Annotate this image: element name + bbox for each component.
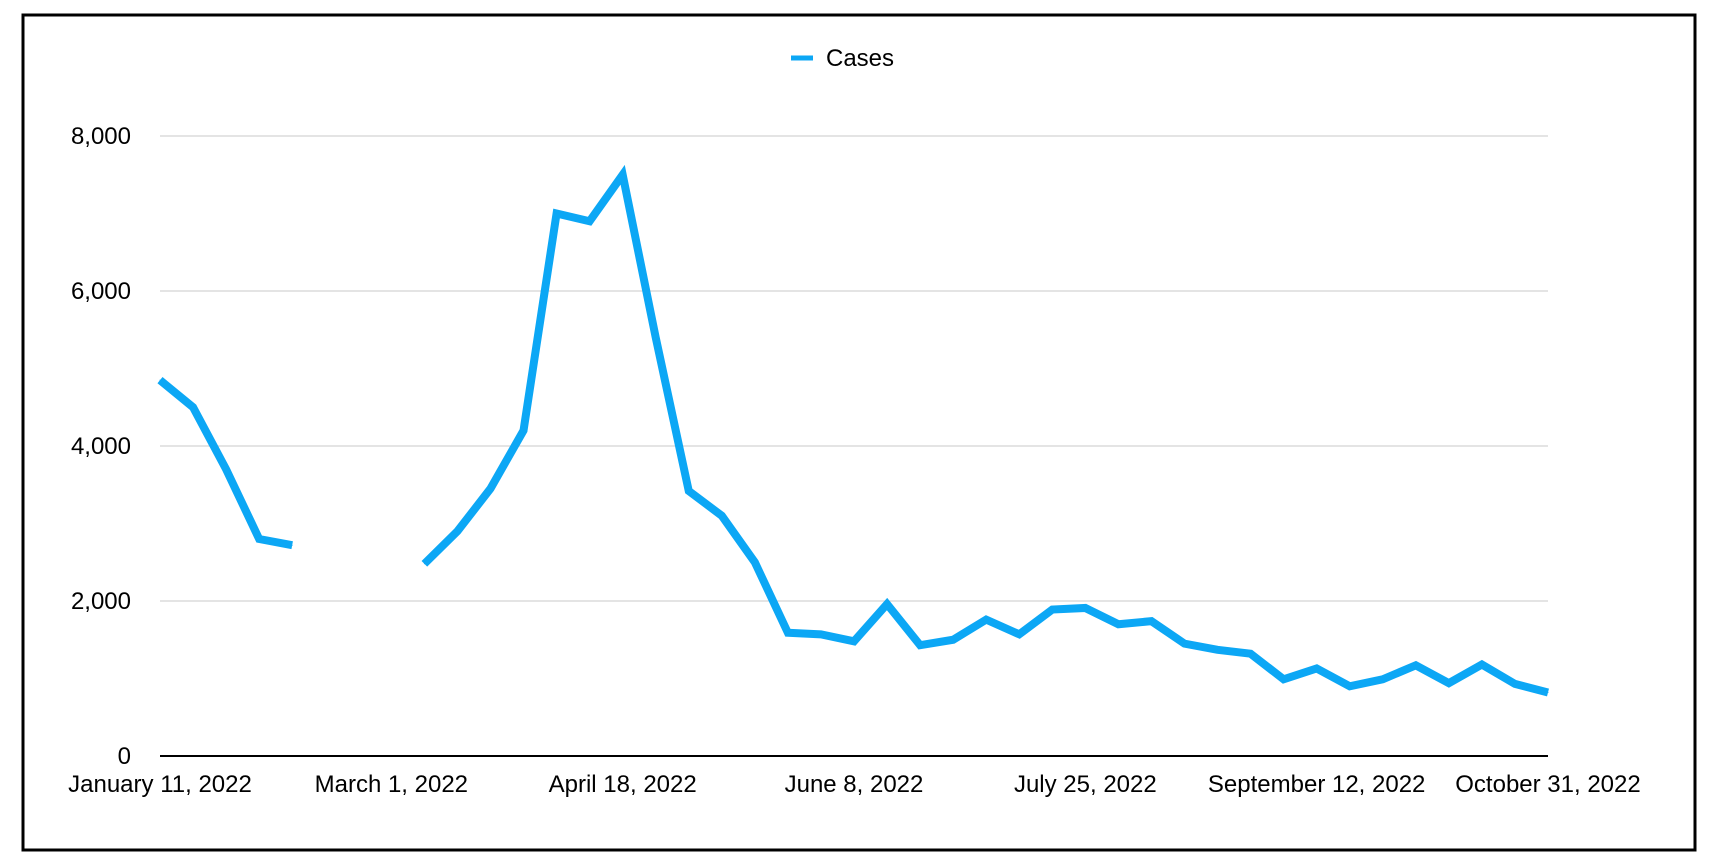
data-point — [1349, 685, 1351, 687]
data-point — [688, 490, 690, 492]
data-point — [1183, 643, 1185, 645]
data-point — [1051, 609, 1053, 611]
grid-lines — [160, 135, 1548, 602]
y-tick-label: 6,000 — [71, 278, 131, 305]
data-point — [258, 538, 260, 540]
data-point — [787, 632, 789, 634]
data-point — [886, 603, 888, 605]
data-point — [456, 530, 458, 532]
data-point — [523, 430, 525, 431]
data-point — [1018, 633, 1020, 635]
data-point — [1283, 678, 1285, 680]
data-point — [192, 406, 194, 408]
x-tick-label: March 1, 2022 — [315, 771, 468, 798]
data-point — [1514, 683, 1516, 685]
y-tick-label: 8,000 — [71, 123, 131, 150]
x-tick-label: April 18, 2022 — [549, 771, 697, 798]
legend: Cases — [791, 45, 894, 72]
data-point — [853, 640, 855, 642]
data-point — [820, 633, 822, 635]
data-point — [1117, 623, 1119, 625]
data-point — [225, 468, 227, 470]
x-tick-label: October 31, 2022 — [1455, 771, 1640, 798]
legend-label-cases: Cases — [826, 45, 894, 72]
data-point — [556, 213, 558, 214]
data-point — [919, 644, 921, 646]
data-point — [1382, 678, 1384, 680]
data-point — [721, 515, 723, 517]
data-point — [1448, 682, 1450, 684]
y-tick-label: 0 — [118, 743, 131, 770]
data-point — [985, 619, 987, 621]
chart-frame — [21, 13, 1697, 852]
y-tick-label: 2,000 — [71, 588, 131, 615]
data-point — [952, 639, 954, 641]
data-point — [1250, 653, 1252, 655]
data-point — [159, 379, 161, 381]
data-point — [1547, 691, 1549, 693]
data-point — [622, 174, 624, 176]
x-tick-label: January 11, 2022 — [68, 771, 252, 798]
x-axis-tick-labels: January 11, 2022 March 1, 2022 April 18, 2… — [68, 771, 1641, 798]
x-tick-label: September 12, 2022 — [1208, 771, 1426, 798]
data-point — [1415, 664, 1417, 666]
data-point — [423, 563, 425, 565]
data-point — [291, 544, 293, 546]
x-tick-label: July 25, 2022 — [1014, 771, 1157, 798]
x-tick-label: June 8, 2022 — [785, 771, 924, 798]
data-point — [655, 337, 657, 338]
data-point — [754, 561, 756, 563]
data-point — [1316, 667, 1318, 669]
data-point — [1217, 649, 1219, 651]
data-point — [589, 220, 591, 222]
series-cases — [157, 164, 1549, 697]
data-point — [1481, 664, 1483, 666]
data-point — [1150, 620, 1152, 622]
y-axis-tick-labels: 0 2,000 4,000 6,000 8,000 — [71, 123, 131, 770]
data-point — [489, 488, 491, 490]
y-tick-label: 4,000 — [71, 433, 131, 460]
data-point — [1084, 607, 1086, 609]
